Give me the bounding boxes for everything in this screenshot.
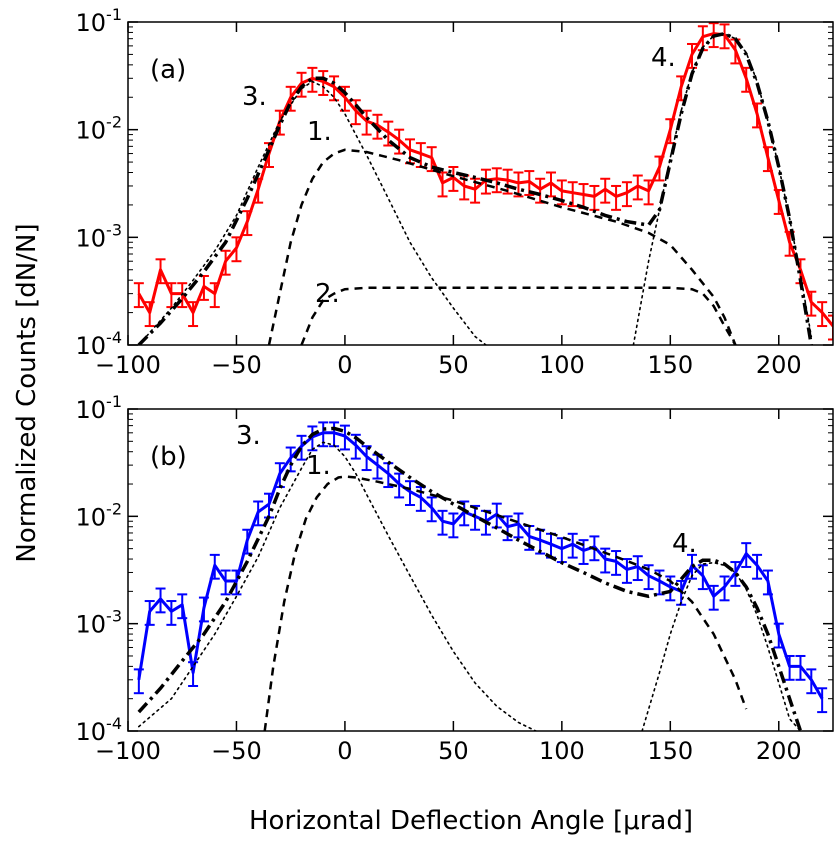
fit-component-line-3 [138, 80, 487, 345]
panel-label: (b) [150, 442, 187, 472]
y-tick-label: 10-1 [76, 5, 123, 37]
y-axis-title: Normalized Counts [dN/N] [12, 223, 42, 562]
panel-b: −100 −50 0 50 100 150 200 10-1 10-2 10-3 10-4 (b) 1.… [76, 392, 834, 765]
panel-label: (a) [150, 55, 186, 85]
total-fit-line [137, 31, 814, 345]
x-tick-label: 150 [647, 737, 693, 765]
fit-component-line-1 [267, 148, 737, 345]
x-tick-label: 200 [756, 737, 802, 765]
y-tick-label: 10-2 [76, 499, 123, 531]
curve-label-4: 4. [672, 529, 697, 559]
fit-component-line-2 [300, 286, 737, 345]
plot-area [133, 421, 828, 731]
x-tick-label: 50 [438, 351, 469, 379]
y-tick-label: 10-3 [76, 607, 123, 639]
x-tick-label: 100 [539, 351, 585, 379]
panel-a: −100 −50 0 50 100 150 200 10-1 10-2 10-3 10-4 (a) 1.… [76, 5, 834, 379]
y-tick-label: 10-3 [76, 220, 123, 252]
x-tick-label: 0 [337, 737, 352, 765]
fit-component-line-1 [263, 475, 748, 731]
curve-label-3: 3. [242, 82, 267, 112]
x-tick-label: 100 [539, 737, 585, 765]
curve-label-1: 1. [306, 451, 331, 481]
y-tick-label: 10-1 [76, 392, 123, 424]
x-tick-label: 200 [756, 351, 802, 379]
plot-frame [127, 21, 834, 346]
plot-frame [127, 408, 834, 732]
y-tick-label: 10-4 [76, 328, 123, 360]
error-bars [133, 421, 828, 714]
measured-series-line [137, 431, 824, 700]
x-tick-label: 0 [337, 351, 352, 379]
curve-label-4: 4. [651, 43, 676, 73]
x-tick-label: −100 [95, 351, 161, 379]
y-tick-label: 10-4 [76, 714, 123, 746]
curve-label-3: 3. [236, 421, 261, 451]
x-tick-label: 50 [438, 737, 469, 765]
x-tick-label: −50 [211, 737, 262, 765]
total-fit-line [137, 426, 803, 731]
x-tick-label: −50 [211, 351, 262, 379]
plot-area [133, 22, 833, 345]
x-axis-title: Horizontal Deflection Angle [μrad] [249, 806, 693, 836]
y-tick-label: 10-2 [76, 113, 123, 145]
curve-label-1: 1. [307, 117, 332, 147]
curve-label-2: 2. [315, 279, 340, 309]
x-tick-label: −100 [95, 737, 161, 765]
fit-component-line-3 [138, 441, 537, 731]
x-tick-label: 150 [647, 351, 693, 379]
